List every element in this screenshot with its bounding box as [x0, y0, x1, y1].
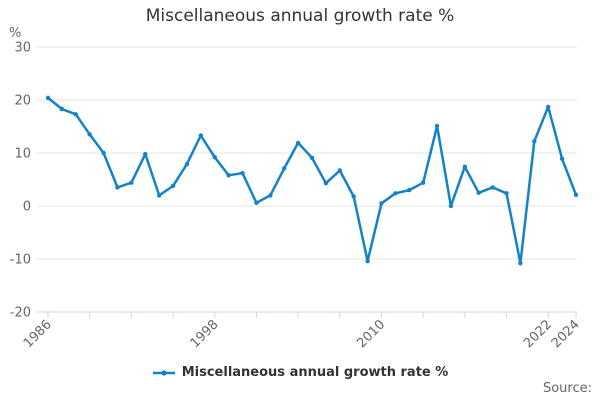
y-tick-label: 0	[23, 200, 31, 215]
data-point[interactable]	[295, 140, 301, 146]
x-tick-label: 1998	[188, 317, 222, 351]
data-point[interactable]	[115, 185, 120, 190]
y-tick-label: 10	[14, 147, 31, 162]
data-point[interactable]	[323, 181, 329, 186]
data-point[interactable]	[73, 112, 78, 117]
data-point[interactable]	[573, 192, 579, 198]
x-tick-label: 2024	[549, 317, 583, 351]
legend-marker-dot	[161, 369, 167, 376]
data-point[interactable]	[240, 170, 245, 176]
data-point[interactable]	[546, 104, 551, 110]
data-point[interactable]	[212, 155, 217, 160]
data-point[interactable]	[254, 200, 259, 206]
data-point[interactable]	[365, 258, 370, 264]
data-point[interactable]	[379, 201, 384, 206]
data-point[interactable]	[462, 164, 468, 169]
y-tick-label: 20	[14, 94, 31, 109]
y-axis-unit-label: %	[9, 26, 22, 41]
data-point[interactable]	[476, 190, 481, 195]
data-point[interactable]	[282, 166, 287, 171]
data-point[interactable]	[309, 155, 315, 160]
data-point[interactable]	[448, 203, 454, 209]
data-point[interactable]	[45, 95, 51, 101]
data-point[interactable]	[156, 193, 162, 198]
data-point[interactable]	[170, 183, 176, 189]
legend-label: Miscellaneous annual growth rate %	[181, 365, 449, 380]
series-line	[46, 96, 578, 265]
x-tick-label: 1986	[21, 317, 55, 351]
data-point[interactable]	[129, 180, 134, 185]
data-point[interactable]	[87, 132, 92, 137]
data-point[interactable]	[504, 191, 509, 196]
x-tick-label: 2010	[354, 317, 388, 351]
data-point[interactable]	[198, 133, 204, 138]
source-label: Source:	[542, 381, 592, 396]
legend-line-icon	[152, 369, 175, 376]
y-tick-label: -20	[10, 306, 31, 321]
data-point[interactable]	[351, 194, 356, 199]
data-point[interactable]	[532, 139, 537, 144]
data-point[interactable]	[337, 168, 342, 173]
y-tick-label: 30	[14, 41, 31, 56]
data-point[interactable]	[59, 106, 65, 112]
data-point[interactable]	[490, 185, 495, 190]
data-point[interactable]	[434, 123, 440, 129]
data-point[interactable]	[101, 150, 106, 156]
chart-title: Miscellaneous annual growth rate %	[145, 6, 455, 26]
data-point[interactable]	[559, 156, 565, 162]
data-point[interactable]	[393, 191, 398, 196]
legend-item[interactable]: Miscellaneous annual growth rate %	[0, 365, 600, 380]
x-tick-label: 2022	[521, 317, 555, 351]
data-point[interactable]	[518, 261, 523, 266]
data-point[interactable]	[268, 193, 273, 198]
data-point[interactable]	[226, 173, 231, 178]
data-point[interactable]	[184, 161, 190, 167]
y-tick-label: -10	[10, 253, 31, 268]
data-point[interactable]	[143, 151, 148, 157]
data-point[interactable]	[420, 180, 426, 185]
data-point[interactable]	[407, 187, 412, 193]
